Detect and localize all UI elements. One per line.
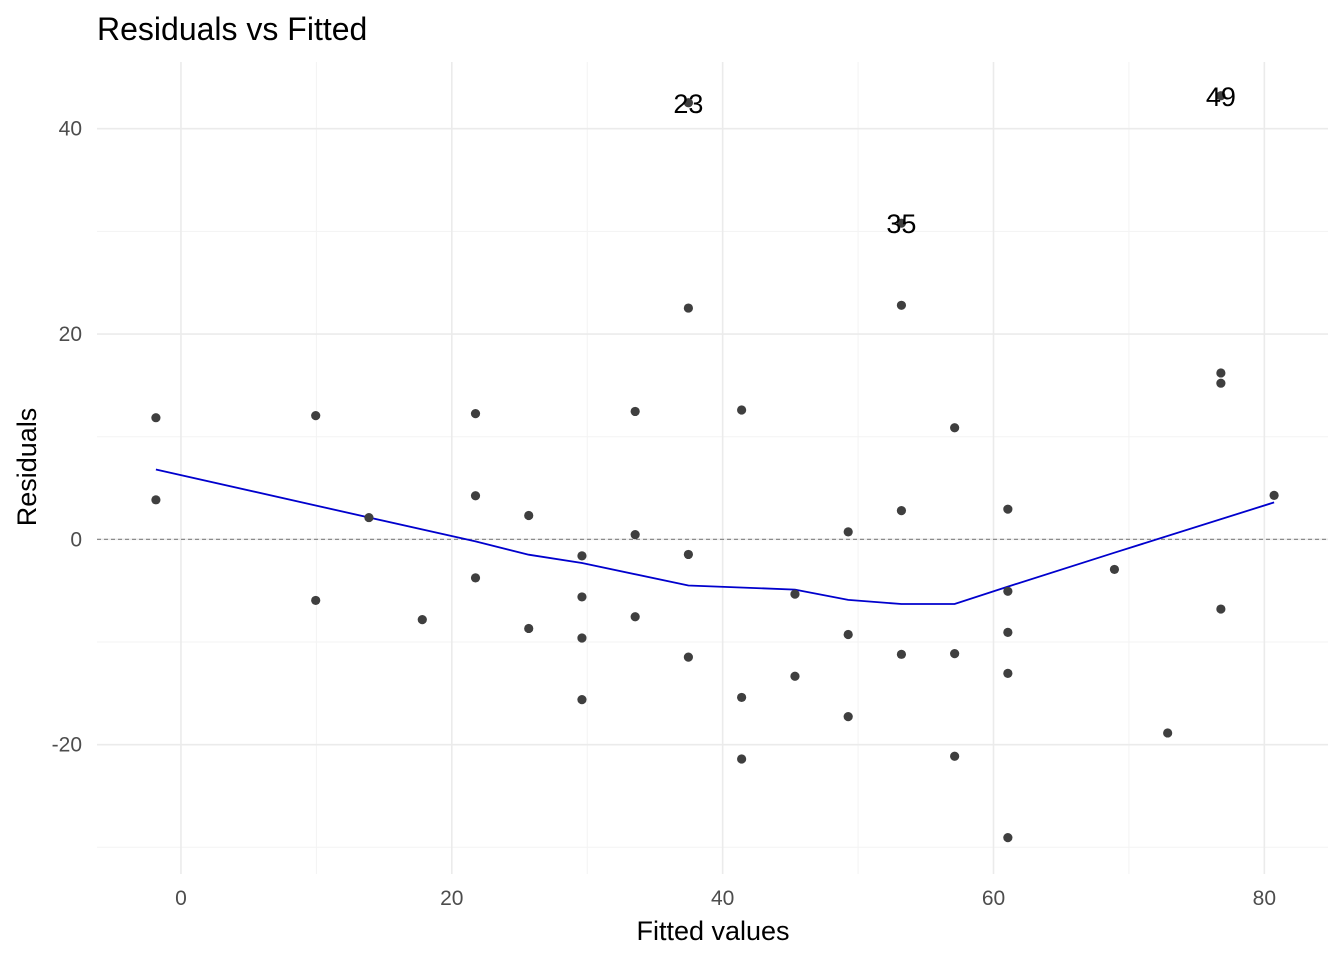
data-point: [896, 649, 907, 659]
data-point: [683, 549, 693, 560]
smooth-line-group: [155, 468, 1275, 605]
x-axis-title: Fitted values: [636, 916, 789, 946]
data-point: [896, 218, 907, 228]
data-point: [896, 506, 907, 516]
data-point: [737, 754, 747, 764]
minor-gridlines: [97, 62, 1328, 874]
data-point: [950, 649, 960, 659]
data-point: [1216, 91, 1226, 101]
data-point: [737, 692, 747, 703]
data-point: [843, 712, 853, 722]
data-point: [524, 623, 534, 634]
data-point: [577, 633, 587, 643]
data-point: [577, 551, 587, 561]
y-tick-label: 40: [59, 118, 82, 141]
data-point: [1216, 378, 1226, 388]
data-point: [311, 595, 321, 606]
data-point: [524, 510, 534, 521]
data-point: [1003, 627, 1013, 637]
data-point: [577, 694, 587, 705]
y-axis-title: Residuals: [12, 408, 42, 527]
data-point: [151, 495, 161, 505]
data-point: [364, 512, 374, 523]
data-point: [790, 671, 800, 681]
data-point: [1269, 490, 1279, 501]
data-point: [896, 300, 907, 310]
data-point: [151, 413, 161, 423]
x-tick-label: 60: [982, 887, 1005, 910]
data-point: [1216, 604, 1226, 614]
data-point: [1109, 564, 1120, 575]
x-axis-tick-labels: 0 20 40 60 80: [175, 887, 1276, 910]
data-point: [843, 527, 853, 537]
data-point: [630, 406, 640, 417]
data-point: [683, 98, 693, 108]
data-point: [683, 652, 693, 662]
data-point: [950, 423, 960, 433]
data-point: [417, 615, 427, 625]
data-point: [1003, 668, 1013, 679]
data-point: [950, 751, 960, 761]
data-point: [1216, 368, 1226, 378]
outlier-labels: 23 35 49: [673, 82, 1236, 239]
y-tick-label: 20: [59, 323, 82, 346]
chart-title: Residuals vs Fitted: [97, 11, 367, 47]
data-point: [737, 405, 747, 415]
data-point: [790, 589, 800, 599]
major-gridlines: [97, 62, 1328, 874]
data-point: [1163, 728, 1173, 738]
x-tick-label: 40: [711, 887, 734, 910]
data-point: [1003, 586, 1013, 596]
outlier-label: 49: [1206, 82, 1236, 112]
x-tick-label: 0: [175, 887, 187, 910]
data-point: [683, 303, 693, 313]
y-tick-label: -20: [52, 734, 82, 757]
outlier-label: 35: [886, 209, 916, 239]
data-point: [630, 530, 640, 540]
data-point: [470, 491, 481, 501]
data-point: [577, 592, 587, 602]
x-tick-label: 20: [440, 887, 463, 910]
data-point: [630, 612, 640, 622]
data-point: [1003, 833, 1013, 843]
data-points: [151, 91, 1279, 843]
data-point: [311, 411, 321, 421]
data-point: [1003, 504, 1013, 514]
data-point: [470, 408, 481, 419]
y-tick-label: 0: [70, 528, 82, 551]
outlier-label: 23: [673, 89, 703, 119]
y-axis-tick-labels: -20 0 20 40: [52, 118, 82, 757]
data-point: [470, 573, 481, 583]
data-point: [843, 629, 853, 640]
loess-smooth-line: [155, 468, 1275, 605]
x-tick-label: 80: [1253, 887, 1276, 910]
